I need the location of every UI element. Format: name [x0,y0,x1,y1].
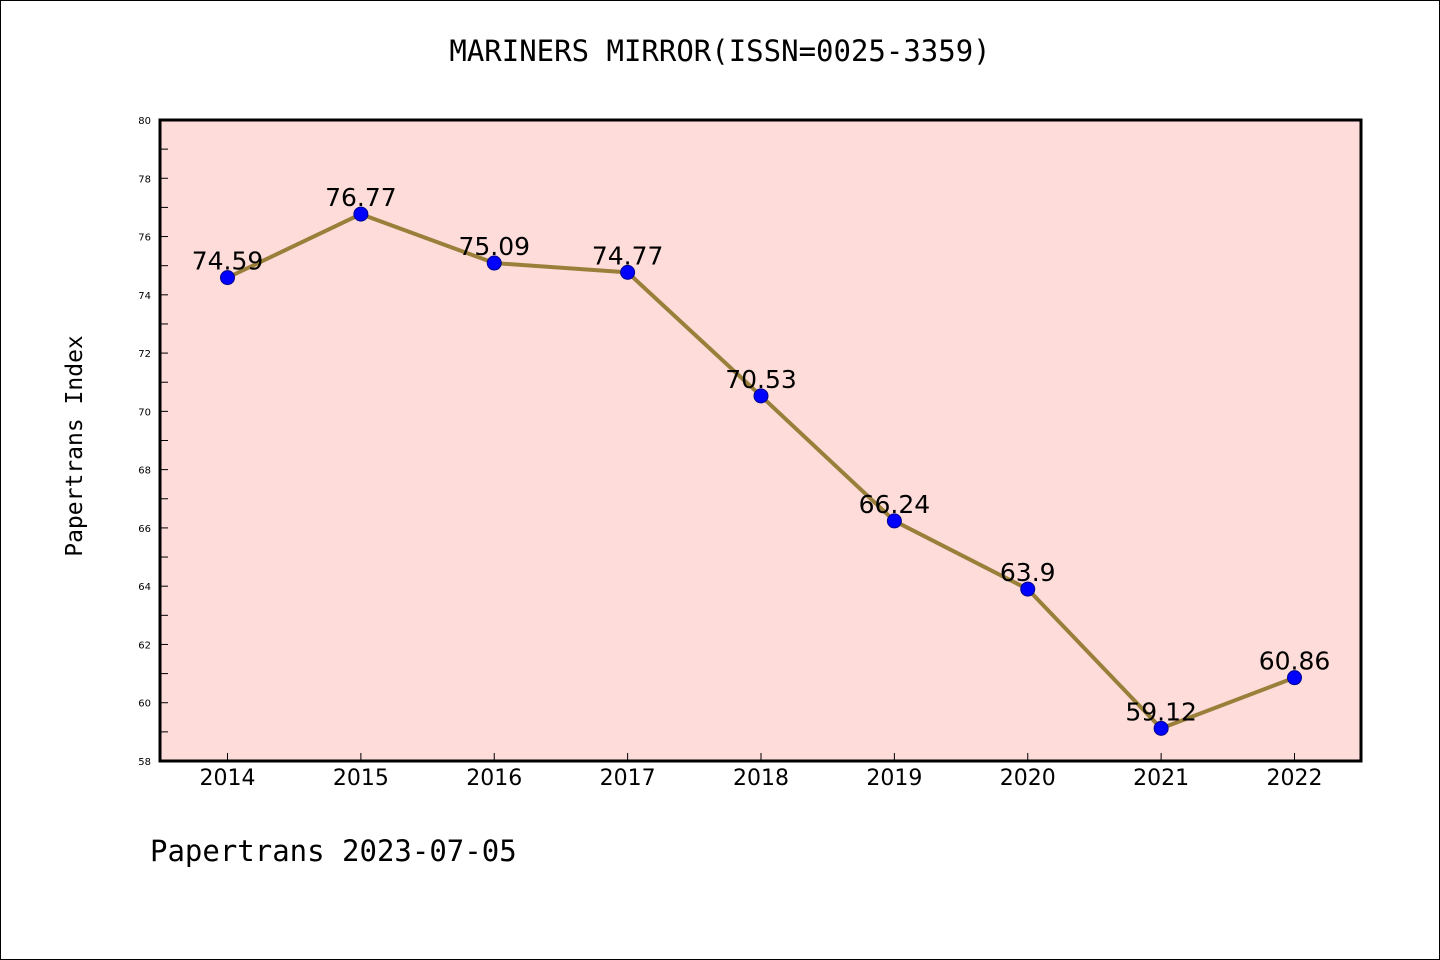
x-tick-label: 2021 [1133,766,1189,791]
data-point [353,206,369,222]
data-point [1020,581,1036,597]
data-point [620,264,636,280]
x-tick-label: 2014 [200,766,256,791]
x-tick-label: 2016 [466,766,522,791]
x-tick-label: 2020 [1000,766,1056,791]
y-tick-label: 68 [138,466,151,477]
data-point [1153,720,1169,736]
y-tick-label: 66 [138,524,151,535]
plot-area [158,118,1363,763]
y-axis-ticks: 58 60 62 64 66 68 70 72 74 76 78 80 [138,116,168,768]
x-tick-label: 2015 [333,766,389,791]
y-tick-label: 70 [138,407,151,418]
y-tick-label: 62 [138,640,151,651]
y-tick-label: 60 [138,699,151,710]
footer-text: Papertrans 2023-07-05 [150,834,517,868]
x-tick-label: 2022 [1267,766,1323,791]
y-tick-label: 64 [138,582,151,593]
x-tick-label: 2017 [600,766,656,791]
y-tick-label: 74 [138,291,151,302]
y-tick-label: 76 [138,233,151,244]
y-tick-label: 58 [138,757,151,768]
chart-title: MARINERS MIRROR(ISSN=0025-3359) [449,34,991,68]
x-tick-label: 2018 [733,766,789,791]
data-point [753,388,769,404]
x-tick-label: 2019 [866,766,922,791]
data-point [886,513,902,529]
data-point [1287,670,1302,686]
x-axis-ticks: 2014 2015 2016 2017 2018 2019 2020 2021 2022 [200,753,1323,791]
data-point [486,255,502,271]
y-tick-label: 78 [138,174,151,185]
y-tick-label: 80 [138,116,151,127]
y-tick-label: 72 [138,349,151,360]
data-point [220,270,235,286]
